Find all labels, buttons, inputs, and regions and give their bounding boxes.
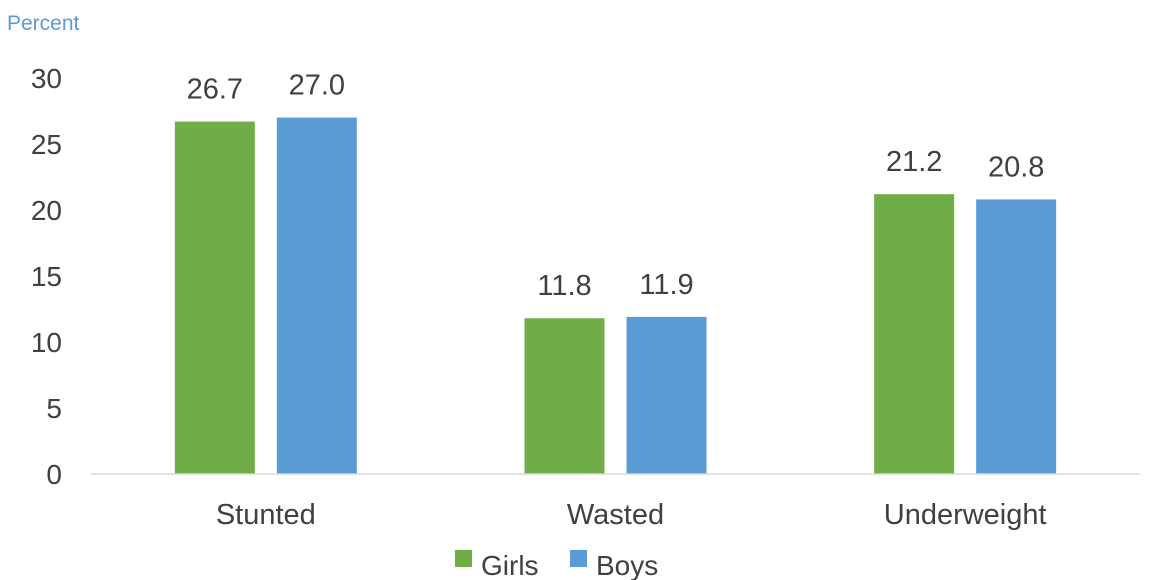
y-axis-ticks: 0 5 10 15 20 25 30 <box>31 63 62 490</box>
category-label: Stunted <box>216 499 316 531</box>
data-labels: 26.7 27.0 11.8 11.9 21.2 20.8 <box>187 70 1045 303</box>
y-tick-label: 25 <box>31 129 62 160</box>
y-tick-label: 30 <box>31 63 62 94</box>
data-label: 11.9 <box>639 269 693 301</box>
legend-swatch-girls <box>455 550 472 567</box>
y-tick-label: 5 <box>46 393 62 424</box>
data-label: 11.8 <box>537 270 591 302</box>
bar-boys-wasted <box>626 316 707 474</box>
data-label: 26.7 <box>187 74 243 106</box>
bar-girls-stunted <box>174 121 255 474</box>
legend-label-girls: Girls <box>481 550 539 580</box>
y-tick-label: 20 <box>31 195 62 226</box>
bar-girls-underweight <box>874 194 955 474</box>
category-label: Wasted <box>567 499 664 531</box>
legend-label-boys: Boys <box>596 550 658 580</box>
data-label: 20.8 <box>988 151 1044 183</box>
legend-swatch-boys <box>570 550 587 567</box>
data-label: 21.2 <box>886 146 942 178</box>
y-axis-label: Percent <box>7 12 80 35</box>
category-labels: Stunted Wasted Underweight <box>216 499 1047 531</box>
y-tick-label: 10 <box>31 327 62 358</box>
y-tick-label: 15 <box>31 261 62 292</box>
category-label: Underweight <box>884 499 1047 531</box>
legend: Girls Boys <box>455 550 658 580</box>
bar-girls-wasted <box>524 318 605 474</box>
data-label: 27.0 <box>289 70 345 102</box>
bars <box>174 117 1057 474</box>
bar-boys-stunted <box>276 117 357 474</box>
y-tick-label: 0 <box>46 459 62 490</box>
bar-boys-underweight <box>976 199 1057 474</box>
